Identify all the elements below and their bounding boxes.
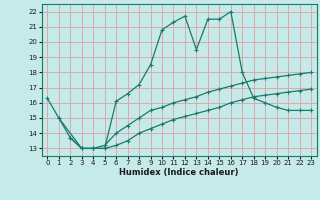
X-axis label: Humidex (Indice chaleur): Humidex (Indice chaleur) <box>119 168 239 177</box>
